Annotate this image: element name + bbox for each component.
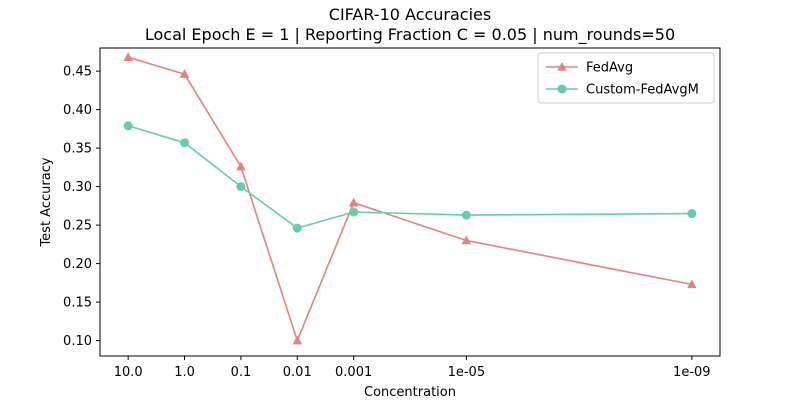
y-tick-label: 0.20: [63, 257, 92, 272]
y-tick-label: 0.35: [63, 142, 92, 157]
y-axis: 0.10 0.15 0.20 0.25 0.30 0.35 0.40 0.45: [63, 65, 100, 349]
x-tick-label: 0.001: [335, 365, 372, 380]
x-tick-label: 1e-09: [673, 365, 711, 380]
data-point-fedavg: [123, 52, 133, 61]
y-tick-label: 0.25: [63, 219, 92, 234]
legend-marker-custom-fedavgm: [557, 84, 567, 94]
data-point-fedavg: [687, 279, 697, 289]
data-point-custom-fedavgm: [687, 209, 697, 219]
x-tick-label: 1e-05: [448, 365, 486, 380]
y-axis-label: Test Accuracy: [39, 157, 54, 247]
series-line-custom-fedavgm: [127, 125, 692, 230]
y-tick-label: 0.45: [63, 65, 92, 80]
legend: FedAvg Custom-FedAvgM: [537, 52, 715, 104]
x-tick-label: 10.0: [114, 365, 143, 380]
data-point-custom-fedavgm: [292, 223, 302, 233]
y-tick-label: 0.10: [63, 334, 92, 349]
data-point-custom-fedavgm: [180, 138, 190, 148]
data-point-custom-fedavgm: [461, 210, 471, 220]
x-axis: 10.0 1.0 0.1 0.01 0.001 1e-05 1e-09: [114, 356, 711, 380]
x-tick-label: 0.1: [231, 365, 252, 380]
legend-marker-fedavg: [557, 62, 567, 71]
legend-box: [537, 52, 715, 104]
chart-subtitle: Local Epoch E = 1 | Reporting Fraction C…: [145, 25, 675, 45]
chart-title: CIFAR-10 Accuracies: [329, 5, 491, 24]
series-custom-fedavgm: [123, 121, 697, 233]
series-fedavg: [123, 52, 697, 345]
legend-label-custom-fedavgm: Custom-FedAvgM: [586, 83, 699, 98]
series-layer: [123, 52, 697, 345]
plot-frame: [99, 47, 721, 357]
x-tick-label: 0.01: [283, 365, 312, 380]
data-point-fedavg: [348, 197, 359, 207]
data-point-fedavg: [292, 335, 303, 345]
y-tick-label: 0.40: [63, 103, 92, 118]
y-tick-label: 0.15: [63, 296, 92, 311]
data-point-custom-fedavgm: [236, 182, 246, 192]
data-point-custom-fedavgm: [123, 121, 133, 131]
x-tick-label: 1.0: [174, 365, 195, 380]
y-tick-label: 0.30: [63, 180, 92, 195]
data-point-custom-fedavgm: [349, 207, 359, 217]
data-point-fedavg: [236, 161, 246, 171]
data-point-fedavg: [179, 69, 190, 78]
data-point-fedavg: [461, 235, 472, 245]
legend-label-fedavg: FedAvg: [586, 61, 633, 76]
x-axis-label: Concentration: [364, 385, 456, 400]
